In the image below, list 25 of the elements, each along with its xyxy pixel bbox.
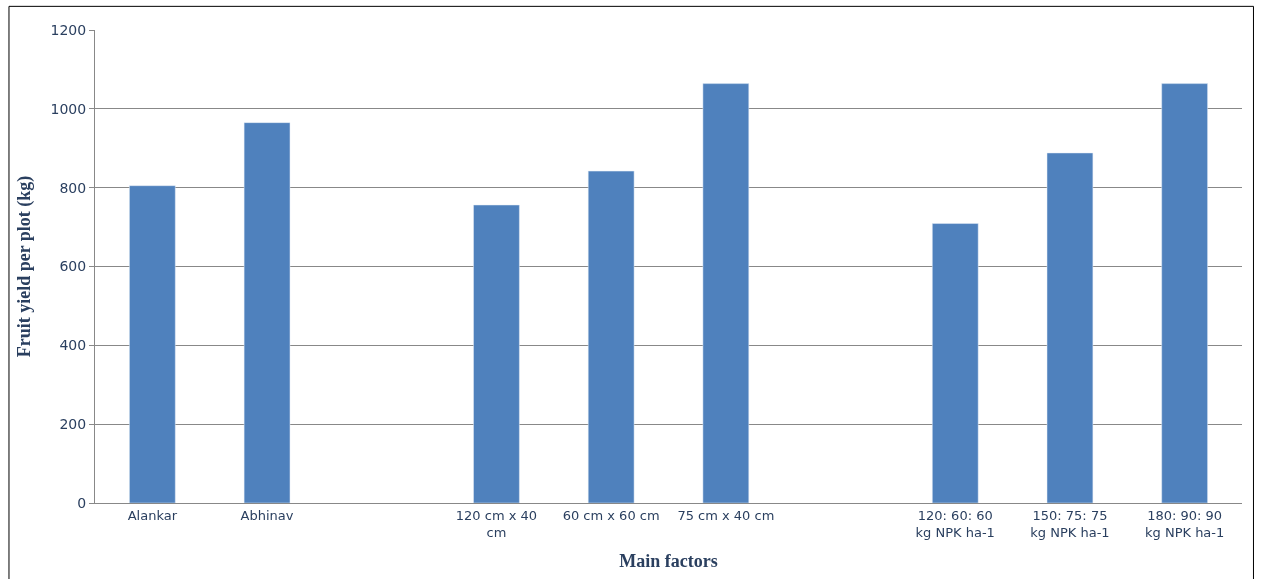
bar — [587, 170, 635, 503]
y-tick-label: 1000 — [50, 100, 87, 117]
bar — [932, 223, 979, 503]
x-tick-label: 75 cm x 40 cm — [677, 507, 775, 523]
y-tick-label: 0 — [77, 494, 87, 511]
x-axis-title: Main factors — [619, 550, 718, 571]
bar — [1046, 152, 1094, 503]
y-tick-label: 800 — [59, 179, 87, 196]
bar — [702, 83, 750, 503]
x-tick-label: 120 cm x 40 cm — [455, 507, 538, 540]
y-axis-title: Fruit yield per plot (kg) — [13, 175, 35, 358]
bar — [473, 204, 520, 503]
y-tick-label: 400 — [59, 337, 87, 354]
x-tick-label: 150: 75: 75 kg NPK ha-1 — [1030, 507, 1110, 540]
x-tick-label: Abhinav — [240, 507, 294, 523]
x-tick-label: Alankar — [127, 507, 178, 523]
bar — [129, 185, 176, 503]
y-tick-label: 1200 — [50, 21, 87, 38]
y-tick-label: 200 — [59, 416, 87, 433]
y-tick-label: 600 — [59, 258, 87, 275]
x-tick-label: 120: 60: 60 kg NPK ha-1 — [915, 507, 995, 540]
x-tick-label: 180: 90: 90 kg NPK ha-1 — [1144, 507, 1225, 540]
bar — [243, 122, 291, 503]
bar — [1161, 83, 1208, 503]
x-tick-label: 60 cm x 60 cm — [562, 507, 660, 523]
